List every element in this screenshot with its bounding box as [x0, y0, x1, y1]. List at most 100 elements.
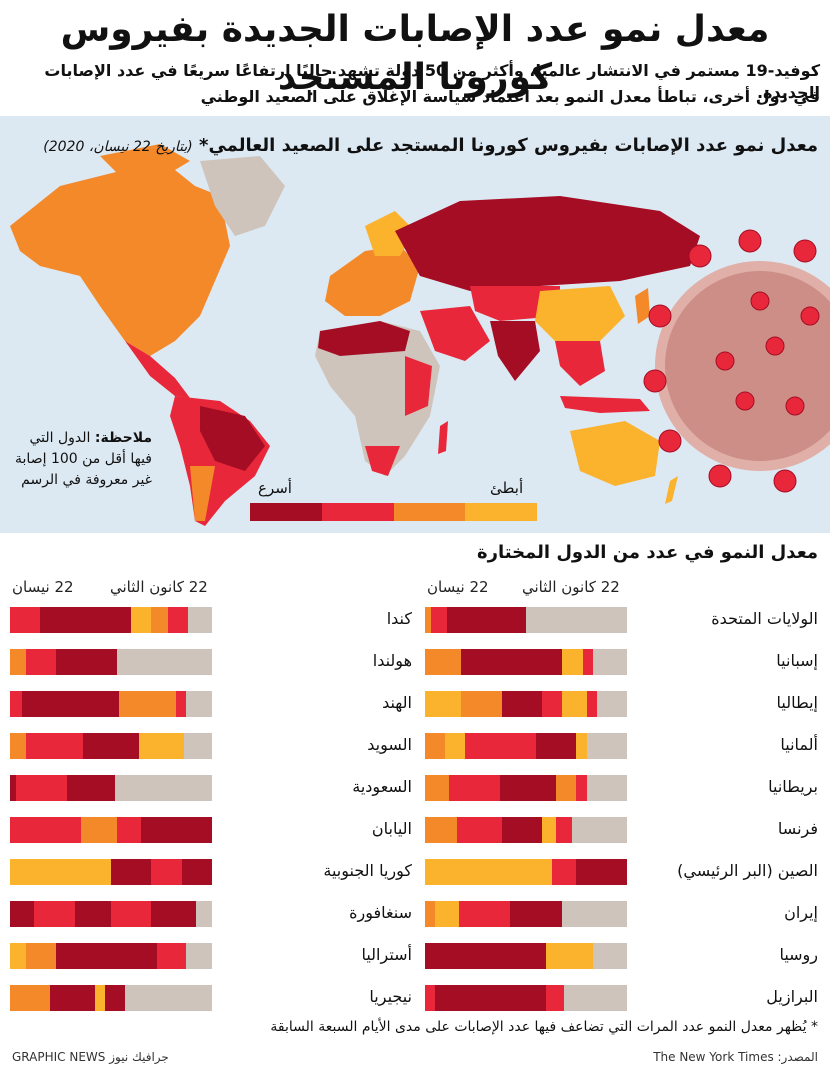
bar-segment-darkest	[10, 775, 17, 801]
bar-segment-yellow	[542, 817, 557, 843]
bar-segment-orange	[151, 607, 168, 633]
map-note: ملاحظة: الدول التي فيها أقل من 100 إصابة…	[12, 428, 152, 491]
bar-segment-orange	[425, 775, 450, 801]
bar-segment-darkest	[536, 733, 577, 759]
country-label: الصين (البر الرئيسي)	[677, 861, 818, 880]
small-multiples-title: معدل النمو في عدد من الدول المختارة	[476, 542, 818, 563]
left-col-end-label: 22 نيسان	[12, 578, 74, 596]
bar-segment-yellow	[10, 943, 27, 969]
subtitle-line-2: في دول أخرى، تباطأ معدل النمو بعد اعتماد…	[200, 87, 820, 106]
bar-segment-red	[576, 775, 587, 801]
bar-segment-red	[26, 649, 57, 675]
bar-segment-red	[10, 691, 23, 717]
bar-segment-darkest	[56, 649, 118, 675]
bar-segment-red	[110, 901, 152, 927]
map-date: (بتاريخ 22 نيسان، 2020)	[43, 139, 193, 155]
bar-segment-darkest	[74, 901, 111, 927]
growth-bar	[10, 859, 212, 885]
bar-segment-red	[425, 985, 436, 1011]
bar-segment-yellow	[546, 943, 593, 969]
bar-segment-darkest	[82, 733, 140, 759]
bar-segment-unknown	[185, 943, 212, 969]
bar-segment-unknown	[115, 775, 212, 801]
bar-segment-red	[459, 901, 510, 927]
page-title: معدل نمو عدد الإصابات الجديدة بفيروس كور…	[60, 9, 770, 98]
map-brazil	[200, 406, 265, 471]
bar-segment-red	[34, 901, 75, 927]
bar-segment-red	[542, 691, 563, 717]
bar-segment-yellow	[576, 733, 587, 759]
growth-bar	[425, 733, 627, 759]
bar-segment-yellow	[10, 859, 111, 885]
map-south-africa	[365, 446, 400, 476]
country-label: نيجيريا	[369, 987, 412, 1006]
bar-segment-red	[26, 733, 83, 759]
country-label: السويد	[367, 735, 412, 754]
map-north-america	[10, 166, 230, 356]
bar-segment-darkest	[576, 859, 627, 885]
bar-segment-red	[457, 817, 502, 843]
bar-segment-red	[449, 775, 500, 801]
bar-segment-darkest	[461, 649, 563, 675]
bar-segment-yellow	[131, 607, 152, 633]
bar-segment-red	[586, 691, 597, 717]
bar-segment-darkest	[141, 817, 212, 843]
bar-segment-darkest	[10, 901, 35, 927]
bar-segment-red	[157, 943, 186, 969]
growth-bar	[10, 817, 212, 843]
country-label: البرازيل	[766, 987, 818, 1006]
growth-bar	[10, 607, 212, 633]
footnote: * يُظهر معدل النمو عدد المرات التي تضاعف…	[270, 1019, 818, 1035]
bar-segment-darkest	[501, 691, 543, 717]
growth-bar	[10, 943, 212, 969]
bar-segment-darkest	[425, 943, 547, 969]
bar-segment-darkest	[499, 775, 557, 801]
bar-segment-yellow	[445, 733, 466, 759]
map-central-america	[125, 341, 190, 398]
bar-segment-red	[151, 859, 182, 885]
country-label: ألمانيا	[780, 735, 818, 754]
growth-bar	[10, 733, 212, 759]
bar-segment-unknown	[195, 901, 212, 927]
map-japan	[635, 288, 650, 324]
growth-bar	[10, 649, 212, 675]
country-label: إيطاليا	[776, 693, 818, 712]
country-label: إسبانيا	[776, 651, 818, 670]
bar-segment-yellow	[435, 901, 460, 927]
map-south-cone	[190, 466, 215, 521]
growth-bar	[425, 649, 627, 675]
bar-segment-orange	[425, 607, 432, 633]
bar-segment-unknown	[125, 985, 212, 1011]
bar-segment-orange	[10, 985, 51, 1011]
map-china	[535, 286, 625, 341]
country-label: إيران	[784, 903, 818, 922]
country-label: اليابان	[371, 819, 412, 838]
bar-segment-orange	[425, 733, 446, 759]
bar-segment-red	[431, 607, 448, 633]
bar-segment-orange	[425, 649, 462, 675]
bar-segment-red	[582, 649, 593, 675]
map-europe	[325, 246, 420, 316]
map-india	[490, 321, 540, 381]
growth-bar	[425, 775, 627, 801]
bar-segment-darkest	[22, 691, 120, 717]
map-greenland	[200, 156, 285, 236]
growth-bar	[425, 943, 627, 969]
map-australia	[570, 421, 660, 486]
bar-segment-unknown	[525, 607, 627, 633]
map-north-africa	[318, 321, 410, 356]
bar-segment-red	[552, 859, 577, 885]
bar-segment-red	[546, 985, 565, 1011]
bar-segment-red	[465, 733, 537, 759]
bar-segment-darkest	[181, 859, 212, 885]
map-madagascar	[438, 421, 448, 454]
bar-segment-darkest	[56, 943, 158, 969]
bar-segment-orange	[425, 817, 458, 843]
bar-segment-unknown	[117, 649, 212, 675]
bar-segment-darkest	[509, 901, 563, 927]
country-label: فرنسا	[777, 819, 818, 838]
country-label: روسيا	[779, 945, 818, 964]
bar-segment-darkest	[447, 607, 526, 633]
bar-segment-red	[10, 817, 81, 843]
bar-segment-orange	[10, 649, 27, 675]
